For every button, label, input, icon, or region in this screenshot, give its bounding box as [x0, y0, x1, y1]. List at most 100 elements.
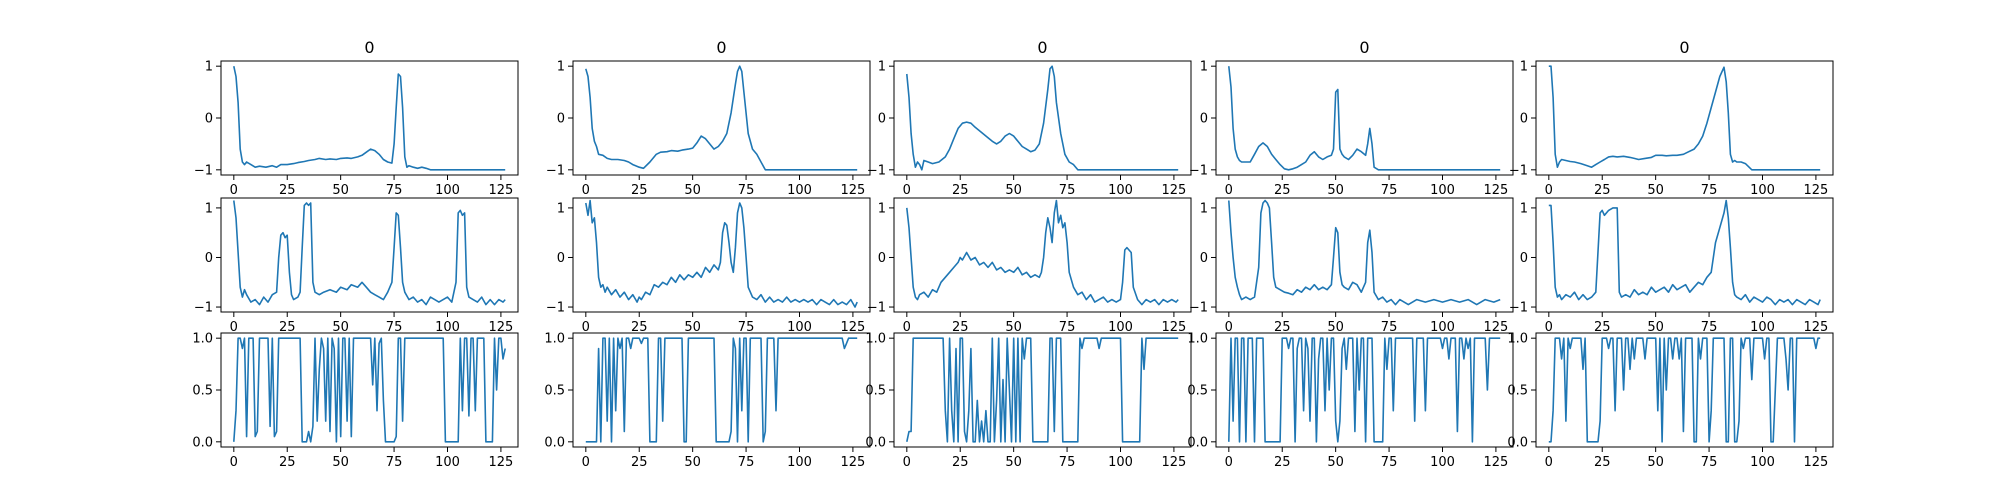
y-tick-label: 0	[878, 251, 886, 266]
y-tick-label: 0.5	[865, 384, 886, 399]
x-tick-label: 75	[1381, 183, 1398, 198]
x-tick-label: 0	[1225, 455, 1233, 470]
x-tick-label: 50	[1327, 183, 1344, 198]
y-tick-label: 1.0	[865, 332, 886, 347]
y-tick-label: 0	[205, 112, 213, 127]
x-tick-label: 75	[1701, 183, 1718, 198]
y-tick-label: 1	[878, 201, 886, 216]
x-tick-label: 25	[1274, 455, 1291, 470]
x-tick-label: 125	[1161, 320, 1186, 335]
x-tick-label: 125	[840, 455, 865, 470]
x-tick-label: 25	[279, 183, 296, 198]
x-tick-label: 50	[332, 320, 349, 335]
y-tick-label: 1	[1520, 201, 1528, 216]
x-tick-label: 0	[1545, 455, 1553, 470]
x-tick-label: 0	[1545, 320, 1553, 335]
y-tick-label: −1	[1189, 301, 1208, 316]
series-line	[1228, 337, 1501, 443]
y-tick-label: 1	[557, 201, 565, 216]
series-line	[1228, 66, 1501, 171]
y-tick-label: 0.0	[865, 435, 886, 450]
y-tick-label: 0	[1520, 251, 1528, 266]
y-tick-label: 0	[1200, 251, 1208, 266]
y-tick-label: 0	[878, 112, 886, 127]
x-tick-label: 100	[1750, 320, 1775, 335]
x-tick-label: 50	[684, 455, 701, 470]
x-tick-label: 75	[386, 183, 403, 198]
x-tick-label: 50	[1005, 320, 1022, 335]
x-tick-label: 50	[1327, 455, 1344, 470]
y-tick-label: 0.0	[1187, 435, 1208, 450]
x-tick-label: 100	[435, 183, 460, 198]
subplot-r0-c3: 0 25 50 75 100 125 1 0 −1 0	[1189, 38, 1514, 198]
subplot-r1-c3: 0 25 50 75 100 125 1 0 −1	[1189, 197, 1514, 335]
axes-frame	[220, 197, 519, 313]
x-tick-label: 25	[1594, 183, 1611, 198]
x-tick-label: 50	[684, 320, 701, 335]
x-tick-label: 100	[435, 455, 460, 470]
x-tick-label: 125	[1161, 455, 1186, 470]
x-tick-label: 75	[738, 183, 755, 198]
y-tick-label: 1	[1520, 60, 1528, 75]
y-tick-label: 1	[1200, 60, 1208, 75]
y-tick-label: 1.0	[192, 332, 213, 347]
y-tick-label: 0.5	[1187, 384, 1208, 399]
x-tick-label: 125	[1803, 320, 1828, 335]
x-tick-label: 75	[1059, 320, 1076, 335]
subplot-title: 0	[1679, 38, 1689, 57]
series-line	[1548, 65, 1821, 171]
x-tick-label: 75	[1059, 455, 1076, 470]
y-tick-label: −1	[867, 163, 886, 178]
y-tick-label: 0	[1520, 112, 1528, 127]
x-tick-label: 100	[787, 320, 812, 335]
subplot-title: 0	[716, 38, 726, 57]
x-tick-label: 0	[582, 183, 590, 198]
y-tick-label: −1	[1509, 163, 1528, 178]
series-line	[1548, 199, 1821, 306]
x-tick-label: 75	[1381, 455, 1398, 470]
x-tick-label: 75	[1701, 455, 1718, 470]
x-tick-label: 100	[1430, 320, 1455, 335]
series-line	[585, 199, 858, 308]
y-tick-label: 0	[557, 112, 565, 127]
y-tick-label: −1	[867, 301, 886, 316]
x-tick-label: 125	[488, 455, 513, 470]
subplot-r2-c0: 0 25 50 75 100 125 1.0 0.5 0.0	[192, 332, 519, 470]
series-line	[233, 337, 506, 443]
x-tick-label: 125	[1483, 183, 1508, 198]
y-tick-label: 0	[205, 251, 213, 266]
subplot-title: 0	[364, 38, 374, 57]
x-tick-label: 0	[582, 320, 590, 335]
axes-frame	[1535, 197, 1834, 313]
x-tick-label: 25	[279, 320, 296, 335]
subplot-r1-c2: 0 25 50 75 100 125 1 0 −1	[867, 197, 1192, 335]
x-tick-label: 75	[1701, 320, 1718, 335]
series-line	[906, 199, 1179, 306]
y-tick-label: −1	[546, 163, 565, 178]
x-tick-label: 125	[840, 320, 865, 335]
axes-frame	[893, 197, 1192, 313]
series-line	[233, 200, 506, 306]
x-tick-label: 50	[684, 183, 701, 198]
x-tick-label: 0	[1225, 183, 1233, 198]
x-tick-label: 25	[1594, 455, 1611, 470]
x-tick-label: 25	[1594, 320, 1611, 335]
x-tick-label: 25	[1274, 183, 1291, 198]
x-tick-label: 0	[582, 455, 590, 470]
y-tick-label: 1	[205, 201, 213, 216]
x-tick-label: 0	[230, 183, 238, 198]
series-line	[585, 337, 858, 443]
x-tick-label: 25	[631, 455, 648, 470]
x-tick-label: 50	[1327, 320, 1344, 335]
x-tick-label: 0	[903, 183, 911, 198]
y-tick-label: 1	[205, 60, 213, 75]
x-tick-label: 25	[952, 455, 969, 470]
x-tick-label: 0	[1545, 183, 1553, 198]
y-tick-label: −1	[194, 163, 213, 178]
subplot-r0-c1: 0 25 50 75 100 125 1 0 −1 0	[546, 38, 871, 198]
x-tick-label: 75	[1059, 183, 1076, 198]
y-tick-label: 1.0	[1507, 332, 1528, 347]
axes-frame	[1215, 197, 1514, 313]
subplot-title: 0	[1359, 38, 1369, 57]
x-tick-label: 75	[386, 320, 403, 335]
